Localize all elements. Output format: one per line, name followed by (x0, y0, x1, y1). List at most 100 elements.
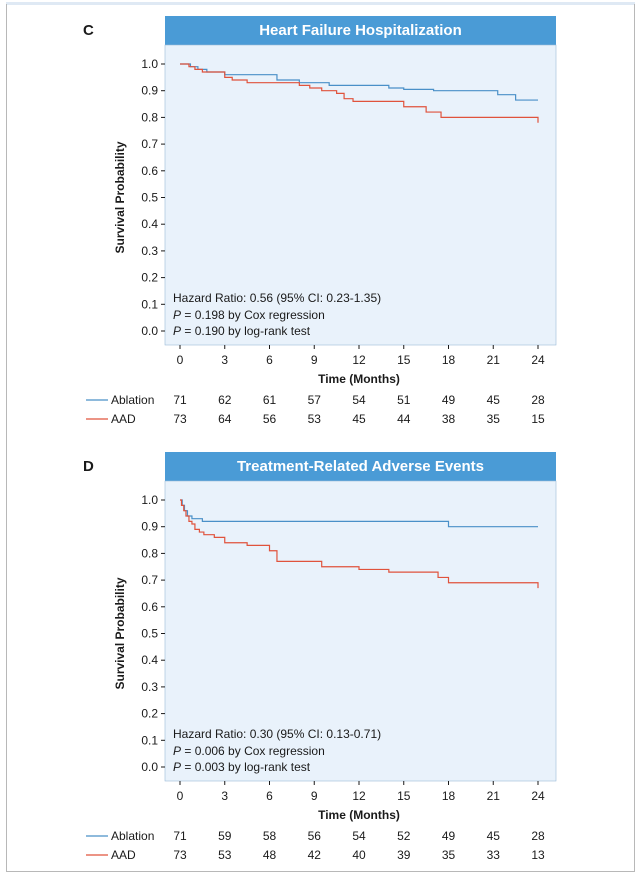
risk-count: 53 (218, 848, 232, 862)
risk-count: 28 (531, 829, 545, 843)
logrank-p-text: P = 0.003 by log-rank test (173, 760, 311, 774)
x-tick-label: 18 (442, 353, 456, 367)
risk-count: 15 (531, 412, 545, 426)
risk-count: 54 (352, 393, 366, 407)
y-tick-label: 0.8 (141, 546, 158, 560)
panel-d: D Treatment-Related Adverse Events 0.0 0.… (0, 436, 641, 876)
y-tick-label: 0.1 (141, 733, 158, 747)
risk-count: 73 (173, 848, 187, 862)
cox-p-text: P = 0.006 by Cox regression (173, 744, 325, 758)
p-symbol: P (173, 324, 181, 338)
km-chart-d: 0.0 0.1 0.2 0.3 0.4 0.5 0.6 0.7 0.8 0.9 1.0 Surviva… (86, 480, 557, 862)
x-tick-label: 15 (397, 789, 411, 803)
logrank-p-value: = 0.190 by log-rank test (181, 324, 311, 338)
risk-count: 39 (397, 848, 411, 862)
plot-area (164, 480, 557, 782)
x-axis-label: Time (Months) (318, 808, 400, 822)
panel-letter: C (83, 22, 94, 39)
legend-label-ablation: Ablation (111, 829, 154, 843)
cox-p-value: = 0.006 by Cox regression (181, 744, 325, 758)
legend-label-aad: AAD (111, 848, 136, 862)
risk-count: 71 (173, 829, 187, 843)
x-tick-label: 0 (177, 353, 184, 367)
risk-count: 53 (308, 412, 322, 426)
logrank-p-text: P = 0.190 by log-rank test (173, 324, 311, 338)
risk-count: 49 (442, 829, 456, 843)
risk-count: 40 (352, 848, 366, 862)
risk-count: 54 (352, 829, 366, 843)
x-tick-label: 9 (311, 353, 318, 367)
y-tick-label: 0.6 (141, 600, 158, 614)
risk-count: 51 (397, 393, 411, 407)
risk-count: 45 (487, 829, 501, 843)
x-tick-label: 21 (487, 353, 501, 367)
y-axis-label: Survival Probability (113, 577, 127, 689)
risk-count: 62 (218, 393, 232, 407)
risk-count: 73 (173, 412, 187, 426)
risk-count: 48 (263, 848, 277, 862)
x-tick-label: 3 (221, 353, 228, 367)
y-tick-label: 0.7 (141, 573, 158, 587)
y-tick-label: 0.6 (141, 164, 158, 178)
x-tick-label: 3 (221, 789, 228, 803)
y-tick-label: 0.5 (141, 627, 158, 641)
x-tick-label: 15 (397, 353, 411, 367)
risk-count: 56 (263, 412, 277, 426)
risk-count: 33 (487, 848, 501, 862)
km-curve-aad (180, 499, 539, 589)
x-tick-label: 24 (531, 789, 545, 803)
risk-count: 71 (173, 393, 187, 407)
y-tick-label: 0.7 (141, 137, 158, 151)
cox-p-text: P = 0.198 by Cox regression (173, 308, 325, 322)
p-symbol: P (173, 308, 181, 322)
risk-count: 52 (397, 829, 411, 843)
km-chart-c: 0.0 0.1 0.2 0.3 0.4 0.5 0.6 0.7 0.8 0.9 1.0 Surviva… (86, 44, 557, 426)
km-curve-aad (180, 63, 539, 123)
y-tick-label: 0.0 (141, 760, 158, 774)
x-tick-label: 0 (177, 789, 184, 803)
x-tick-label: 6 (266, 789, 273, 803)
panel-letter: D (83, 458, 94, 475)
chart-title: Heart Failure Hospitalization (165, 16, 556, 45)
x-axis-label: Time (Months) (318, 372, 400, 386)
y-tick-label: 1.0 (141, 57, 158, 71)
figure-frame (6, 4, 635, 872)
x-tick-label: 9 (311, 789, 318, 803)
risk-count: 45 (352, 412, 366, 426)
km-curve-ablation (180, 63, 538, 101)
hazard-ratio-text: Hazard Ratio: 0.56 (95% CI: 0.23-1.35) (173, 291, 381, 305)
risk-count: 35 (487, 412, 501, 426)
cox-p-value: = 0.198 by Cox regression (181, 308, 325, 322)
y-tick-label: 0.3 (141, 680, 158, 694)
y-tick-label: 0.9 (141, 84, 158, 98)
legend-label-aad: AAD (111, 412, 136, 426)
risk-count: 64 (218, 412, 232, 426)
risk-count: 38 (442, 412, 456, 426)
risk-count: 44 (397, 412, 411, 426)
risk-count: 13 (531, 848, 545, 862)
risk-count: 59 (218, 829, 232, 843)
p-symbol: P (173, 760, 181, 774)
y-tick-label: 0.4 (141, 653, 158, 667)
x-tick-label: 6 (266, 353, 273, 367)
y-tick-label: 0.8 (141, 110, 158, 124)
risk-count: 56 (308, 829, 322, 843)
x-tick-label: 24 (531, 353, 545, 367)
y-tick-label: 0.1 (141, 297, 158, 311)
y-tick-label: 0.0 (141, 324, 158, 338)
y-tick-label: 0.2 (141, 271, 158, 285)
risk-count: 57 (308, 393, 322, 407)
risk-count: 35 (442, 848, 456, 862)
y-tick-label: 0.4 (141, 217, 158, 231)
x-tick-label: 18 (442, 789, 456, 803)
y-tick-label: 0.9 (141, 520, 158, 534)
y-tick-label: 0.2 (141, 707, 158, 721)
y-axis-label: Survival Probability (113, 141, 127, 253)
risk-count: 45 (487, 393, 501, 407)
panel-c: C Heart Failure Hospitalization 0.0 0.1 0.… (83, 16, 557, 426)
chart-title: Treatment-Related Adverse Events (165, 452, 556, 481)
risk-count: 28 (531, 393, 545, 407)
risk-count: 49 (442, 393, 456, 407)
risk-count: 61 (263, 393, 277, 407)
y-tick-label: 0.5 (141, 191, 158, 205)
